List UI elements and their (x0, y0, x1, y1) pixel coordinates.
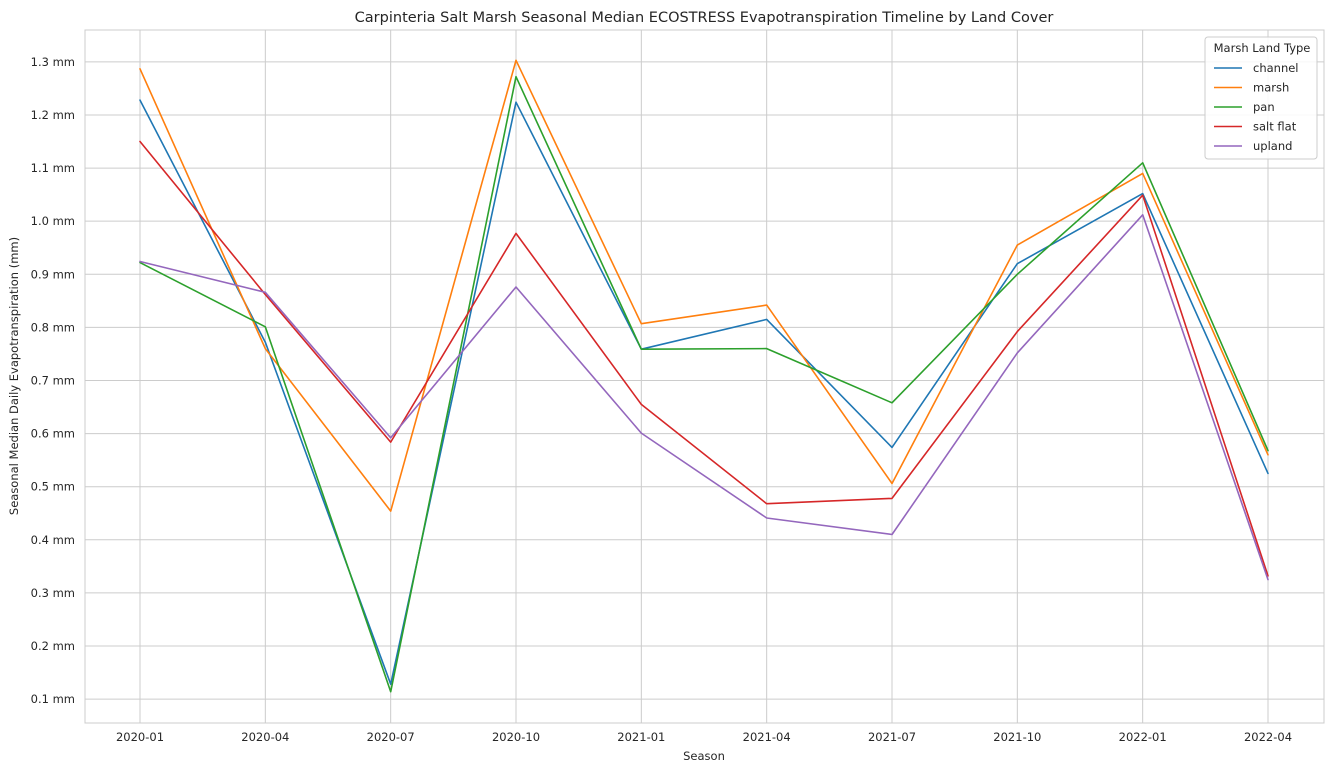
y-tick-label: 0.6 mm (31, 427, 75, 441)
legend-label: pan (1253, 100, 1275, 114)
x-tick-label: 2021-01 (617, 730, 665, 744)
y-tick-label: 0.3 mm (31, 586, 75, 600)
gridlines (85, 30, 1324, 723)
y-axis-ticks: 0.1 mm 0.2 mm 0.3 mm 0.4 mm 0.5 mm 0.6 mm 0.7 … (31, 55, 75, 706)
series-lines (139, 59, 1269, 693)
y-tick-label: 0.8 mm (31, 320, 75, 334)
plot-frame (84, 29, 1325, 724)
x-tick-label: 2022-04 (1244, 730, 1292, 744)
y-tick-label: 0.2 mm (31, 639, 75, 653)
y-axis-label: Seasonal Median Daily Evapotranspiration… (7, 237, 21, 515)
y-tick-label: 0.1 mm (31, 692, 75, 706)
x-tick-label: 2022-01 (1119, 730, 1167, 744)
legend-items: channel marsh pan salt flat upland (1214, 61, 1299, 153)
series-line-upland (139, 214, 1269, 581)
y-tick-label: 0.7 mm (31, 373, 75, 387)
legend-label: salt flat (1253, 120, 1297, 134)
y-tick-label: 1.3 mm (31, 55, 75, 69)
y-tick-label: 1.1 mm (31, 161, 75, 175)
legend-label: marsh (1253, 81, 1289, 95)
series-line-channel (139, 99, 1269, 686)
x-axis-label: Season (683, 749, 725, 763)
x-axis-ticks: 2020-01 2020-04 2020-07 2020-10 2021-01 2021-… (116, 730, 1292, 744)
legend-label: upland (1253, 139, 1292, 153)
series-line-salt-flat (139, 140, 1269, 577)
series-line-pan (139, 75, 1269, 693)
y-tick-label: 0.9 mm (31, 267, 75, 281)
legend-title: Marsh Land Type (1214, 41, 1311, 55)
legend-label: channel (1253, 61, 1299, 75)
legend: Marsh Land Type channel marsh pan salt flat… (1204, 36, 1318, 160)
y-tick-label: 1.0 mm (31, 214, 75, 228)
x-tick-label: 2020-07 (367, 730, 415, 744)
x-tick-label: 2021-10 (993, 730, 1041, 744)
x-tick-label: 2020-10 (492, 730, 540, 744)
y-tick-label: 0.5 mm (31, 480, 75, 494)
chart-title: Carpinteria Salt Marsh Seasonal Median E… (355, 10, 1054, 26)
series-line-marsh (139, 59, 1269, 512)
x-tick-label: 2021-07 (868, 730, 916, 744)
x-tick-label: 2021-04 (743, 730, 791, 744)
x-tick-label: 2020-01 (116, 730, 164, 744)
y-tick-label: 1.2 mm (31, 108, 75, 122)
y-tick-label: 0.4 mm (31, 533, 75, 547)
plot-area-border (84, 29, 1325, 724)
x-tick-label: 2020-04 (241, 730, 289, 744)
